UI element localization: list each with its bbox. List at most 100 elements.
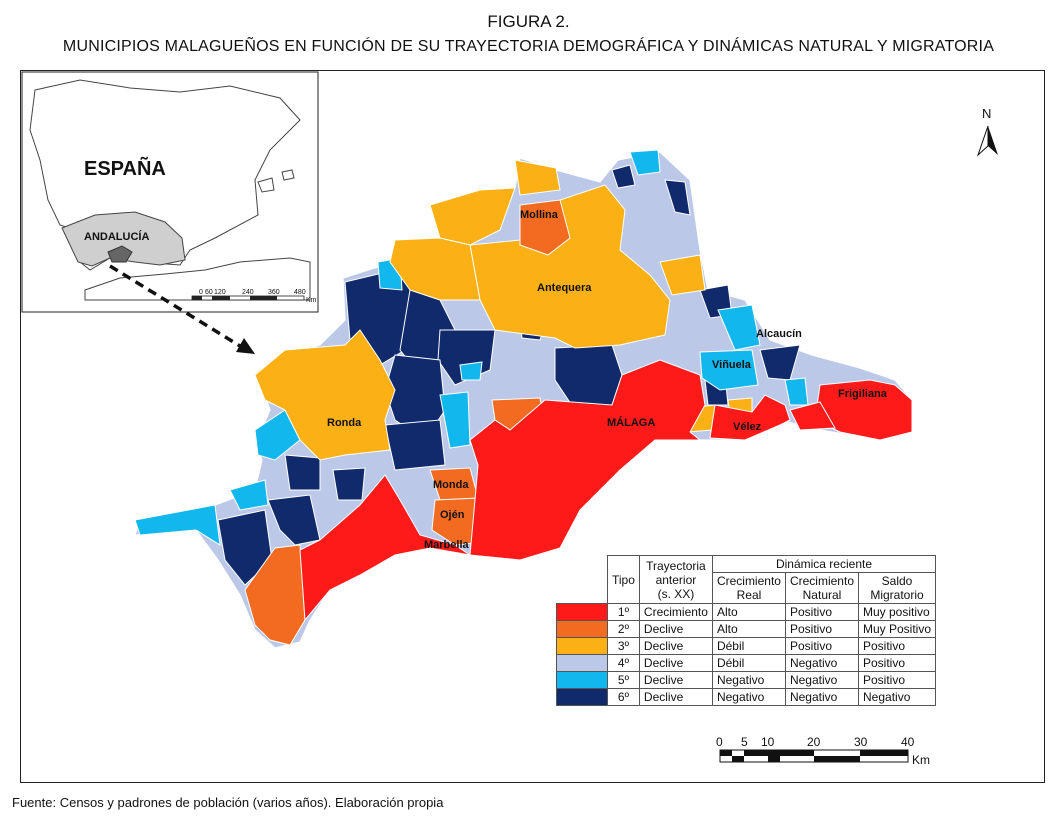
region-type2-sw: [244, 544, 306, 646]
legend-trayectoria: Declive: [638, 688, 713, 706]
inset-label-espana: ESPAÑA: [84, 157, 166, 180]
legend-header-tipo: Tipo: [607, 555, 640, 604]
north-arrow: [976, 125, 998, 157]
region-type5-alcaucin: [717, 304, 761, 351]
legend-natural: Negativo: [784, 654, 860, 672]
legend-swatch: [556, 654, 608, 672]
arrow-head: [236, 338, 255, 354]
region-antequera: [469, 184, 671, 349]
legend-tipo: 6º: [607, 688, 640, 706]
legend-trayectoria: Declive: [638, 671, 713, 689]
place-velez: Vélez: [733, 421, 762, 433]
legend-natural: Negativo: [784, 671, 860, 689]
region-marbella: [299, 474, 471, 622]
north-label: N: [982, 106, 991, 121]
inset-scale-tick: 480: [294, 289, 306, 296]
source-note: Fuente: Censos y padrones de población (…: [12, 795, 444, 810]
region-type3-n: [514, 159, 561, 196]
legend-tipo: 3º: [607, 637, 640, 655]
inset-scale-tick: 0: [199, 289, 203, 296]
region-type5-west: [134, 504, 221, 546]
legend-natural: Positivo: [784, 637, 860, 655]
legend-real: Negativo: [711, 671, 786, 689]
region-type5-sw: [229, 479, 269, 511]
legend-header-saldo: Saldo Migratorio: [857, 572, 937, 604]
legend-header-crec-natural: Crecimiento Natural: [784, 572, 860, 604]
place-antequera: Antequera: [537, 282, 592, 294]
legend-swatch: [556, 671, 608, 689]
legend-row: 6º Declive Negativo Negativo Negativo: [556, 688, 937, 706]
legend-row: 4º Declive Débil Negativo Positivo: [556, 654, 937, 672]
legend-swatch: [556, 688, 608, 706]
region-malaga: [469, 359, 706, 561]
place-malaga: MÁLAGA: [607, 416, 655, 429]
region-type6-sw-b: [267, 494, 321, 546]
region-type5-mid: [439, 391, 471, 449]
legend-real: Negativo: [711, 688, 786, 706]
legend-real: Alto: [711, 620, 786, 638]
scale-tick: 0: [716, 735, 723, 749]
legend-saldo: Negativo: [857, 688, 937, 706]
legend-real: Débil: [711, 637, 786, 655]
legend-natural: Positivo: [784, 603, 860, 621]
region-type1-e: [789, 401, 836, 431]
legend-real: Débil: [711, 654, 786, 672]
region-type5-vinuela: [699, 349, 759, 391]
place-monda: Monda: [433, 479, 469, 491]
legend-row: 1º Crecimiento Alto Positivo Muy positivo: [556, 603, 937, 621]
legend-saldo: Positivo: [857, 671, 937, 689]
scale-tick: 40: [901, 735, 915, 749]
inset-arrow: [109, 264, 241, 348]
region-type6-sw-c: [284, 454, 321, 491]
legend-tipo: 5º: [607, 671, 640, 689]
legend-natural: Positivo: [784, 620, 860, 638]
region-type6-sw-d: [332, 467, 366, 501]
place-alcaucin: Alcaucín: [756, 328, 802, 340]
legend-trayectoria: Declive: [638, 654, 713, 672]
inset-label-andalucia: ANDALUCÍA: [84, 230, 149, 243]
region-type3-nw: [389, 237, 481, 301]
inset-malaga: [107, 245, 133, 263]
region-type5-west-b: [254, 409, 301, 461]
legend-tipo: 4º: [607, 654, 640, 672]
legend-saldo: Positivo: [857, 654, 937, 672]
legend-trayectoria: Declive: [638, 637, 713, 655]
scale-bar: [719, 749, 909, 763]
legend-swatch: [556, 603, 608, 621]
legend-natural: Negativo: [784, 688, 860, 706]
region-type6-ne-b: [664, 179, 691, 216]
legend-saldo: Muy Positivo: [857, 620, 937, 638]
legend-trayectoria: Declive: [638, 620, 713, 638]
scale-unit: Km: [912, 753, 930, 767]
region-type6-ne-a: [611, 164, 636, 189]
scale-tick: 10: [761, 735, 775, 749]
figure-label: FIGURA 2.: [487, 12, 570, 31]
place-ronda: Ronda: [327, 417, 362, 429]
legend-header-trayectoria: Trayectoria anterior (s. XX): [638, 555, 713, 604]
scale-tick: 5: [741, 735, 748, 749]
inset-baleares: [257, 169, 295, 193]
region-type6-mid: [384, 419, 446, 471]
scale-tick: 20: [807, 735, 821, 749]
region-mollina: [519, 199, 571, 256]
map-frame: [20, 70, 1045, 783]
legend-header-dinamica: Dinámica reciente: [711, 555, 937, 573]
legend-saldo: Positivo: [857, 637, 937, 655]
inset-scale-tick: 60: [205, 289, 213, 296]
region-velez: [709, 394, 791, 441]
legend-header-crec-real: Crecimiento Real: [711, 572, 786, 604]
inset-scale-unit: Km: [306, 297, 317, 304]
place-frigiliana: Frigiliana: [838, 388, 888, 400]
legend-row: 2º Declive Alto Positivo Muy Positivo: [556, 620, 937, 638]
place-mollina: Mollina: [520, 209, 559, 221]
scale-tick: 30: [854, 735, 868, 749]
legend-real: Alto: [711, 603, 786, 621]
inset-map: [21, 71, 319, 313]
inset-scale-tick: 360: [268, 289, 280, 296]
legend-swatch: [556, 637, 608, 655]
figure-title: MUNICIPIOS MALAGUEÑOS EN FUNCIÓN DE SU T…: [62, 38, 995, 55]
legend-table: Tipo Trayectoria anterior (s. XX) Dinámi…: [556, 555, 937, 706]
legend-tipo: 2º: [607, 620, 640, 638]
region-type5-ne: [629, 149, 661, 176]
